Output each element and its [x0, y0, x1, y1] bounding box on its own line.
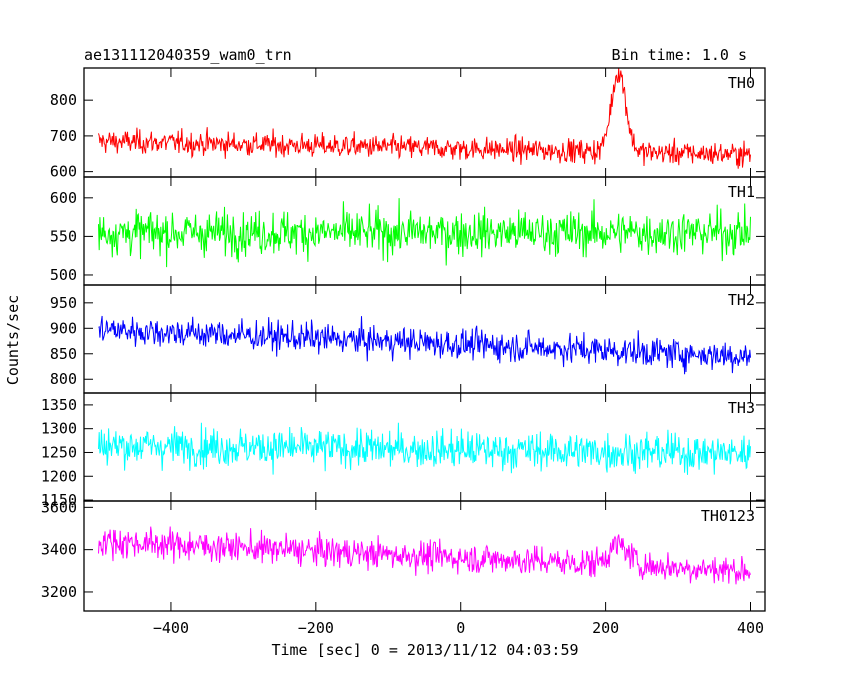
panels-group: 600 700 800 TH0 500 550 600 TH1 800 850 900 950 TH2 1…: [41, 67, 766, 637]
series-line-th0123: [98, 526, 751, 585]
y-tick-label: 3600: [41, 498, 77, 516]
x-tick-label: 0: [456, 619, 465, 637]
x-tick-label: 400: [737, 619, 764, 637]
panel-th0: 600 700 800 TH0: [50, 67, 766, 181]
panel-frame: [83, 500, 766, 612]
panel-th0123: 3200 3400 3600 TH0123: [41, 498, 766, 612]
y-tick-label: 850: [50, 345, 77, 363]
plot-title: ae131112040359_wam0_trn: [84, 46, 292, 64]
y-tick-label: 800: [50, 370, 77, 388]
panel-th3: 1150 1200 1250 1300 1350 TH3: [41, 392, 766, 509]
series-line-th3: [98, 422, 751, 475]
y-tick-label: 3400: [41, 541, 77, 559]
y-tick-label: 550: [50, 227, 77, 245]
y-tick-label: 1350: [41, 396, 77, 414]
y-tick-label: 1250: [41, 443, 77, 461]
series-line-th0: [98, 68, 751, 169]
x-axis-label: Time [sec] 0 = 2013/11/12 04:03:59: [271, 641, 578, 659]
y-tick-label: 700: [50, 127, 77, 145]
y-tick-label: 1200: [41, 467, 77, 485]
y-tick-label: 950: [50, 294, 77, 312]
x-tick-label: 200: [592, 619, 619, 637]
panel-th2: 800 850 900 950 TH2: [50, 284, 766, 394]
y-tick-label: 600: [50, 189, 77, 207]
y-tick-label: 800: [50, 91, 77, 109]
y-tick-label: 600: [50, 163, 77, 181]
panel-name-label: TH0123: [701, 507, 755, 525]
y-tick-label: 500: [50, 266, 77, 284]
series-line-th2: [98, 315, 751, 375]
panel-name-label: TH2: [728, 291, 755, 309]
panel-name-label: TH1: [728, 183, 755, 201]
panel-name-label: TH0: [728, 74, 755, 92]
y-tick-label: 3200: [41, 583, 77, 601]
panel-name-label: TH3: [728, 399, 755, 417]
y-tick-label: 1300: [41, 420, 77, 438]
x-tick-label: −400: [153, 619, 189, 637]
y-axis-label: Counts/sec: [4, 295, 22, 385]
panel-th1: 500 550 600 TH1: [50, 176, 766, 286]
bin-time-label: Bin time: 1.0 s: [612, 46, 747, 64]
y-tick-label: 1150: [41, 491, 77, 509]
y-tick-label: 900: [50, 319, 77, 337]
x-tick-label: −200: [298, 619, 334, 637]
series-line-th1: [98, 198, 751, 268]
